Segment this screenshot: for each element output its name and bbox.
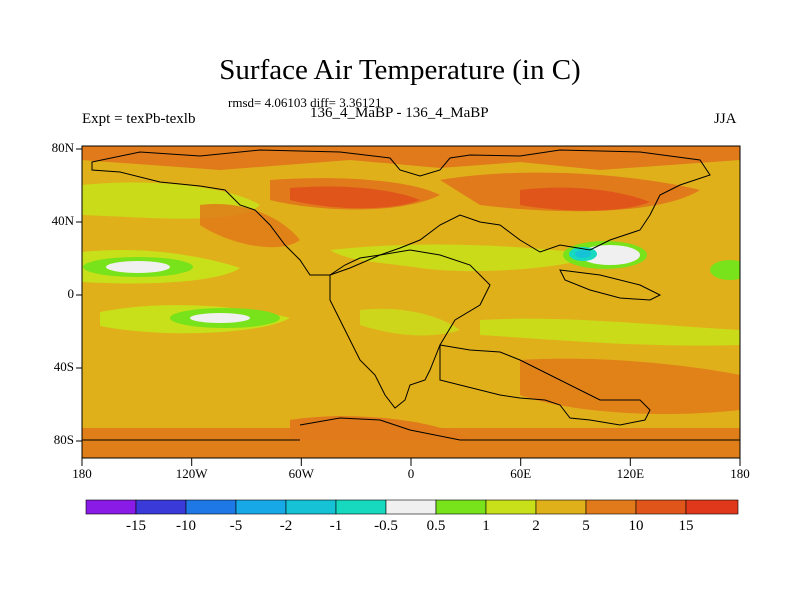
period-label: 136_4_MaBP - 136_4_MaBP xyxy=(310,105,489,121)
lon-label: 60E xyxy=(510,466,532,481)
colorbar-swatch xyxy=(185,499,237,515)
colorbar-swatch xyxy=(685,499,739,515)
colorbar-label: 1 xyxy=(482,518,490,534)
colorbar-label: 0.5 xyxy=(426,518,446,534)
colorbar-label: 10 xyxy=(628,518,644,534)
colorbar-swatch xyxy=(635,499,687,515)
lon-label: 120W xyxy=(175,466,208,481)
colorbar-swatch xyxy=(335,499,387,515)
colorbar-label: -15 xyxy=(126,518,146,534)
stats-label: rmsd= 4.06103 diff= 3.36121 xyxy=(228,95,382,110)
colorbar-label: 15 xyxy=(678,518,694,534)
lat-label: 0 xyxy=(67,286,75,301)
colorbar-swatch xyxy=(585,499,637,515)
experiment-label: Expt = texPb-texlb xyxy=(82,111,196,127)
lat-label: 40S xyxy=(53,359,74,374)
lon-label: 0 xyxy=(407,466,415,481)
colorbar-label: -2 xyxy=(279,518,293,534)
colorbar-label: -1 xyxy=(329,518,343,534)
temperature-field xyxy=(82,146,740,458)
lon-label: 120E xyxy=(616,466,645,481)
season-label: JJA xyxy=(714,111,737,127)
lat-label: 40N xyxy=(51,213,74,228)
colorbar xyxy=(85,499,739,515)
colorbar-label: 5 xyxy=(582,518,590,534)
colorbar-label: -5 xyxy=(229,518,243,534)
colorbar-swatch xyxy=(485,499,537,515)
lat-label: 80S xyxy=(53,432,74,447)
colorbar-swatch xyxy=(85,499,137,515)
colorbar-label: -0.5 xyxy=(374,518,398,534)
coastlines xyxy=(82,149,740,441)
colorbar-swatch xyxy=(385,499,437,515)
colorbar-swatch xyxy=(535,499,587,515)
lat-label: 80N xyxy=(51,140,74,155)
lon-label: 180 xyxy=(730,466,750,481)
colorbar-label: 2 xyxy=(532,518,540,534)
lon-label: 180 xyxy=(72,466,92,481)
chart-title: Surface Air Temperature (in C) xyxy=(219,54,581,86)
colorbar-swatch xyxy=(135,499,187,515)
lon-label: 60W xyxy=(288,466,314,481)
colorbar-label: -10 xyxy=(176,518,196,534)
axis-ticks xyxy=(76,148,741,466)
colorbar-swatch xyxy=(235,499,287,515)
colorbar-swatch xyxy=(435,499,487,515)
colorbar-swatch xyxy=(285,499,337,515)
